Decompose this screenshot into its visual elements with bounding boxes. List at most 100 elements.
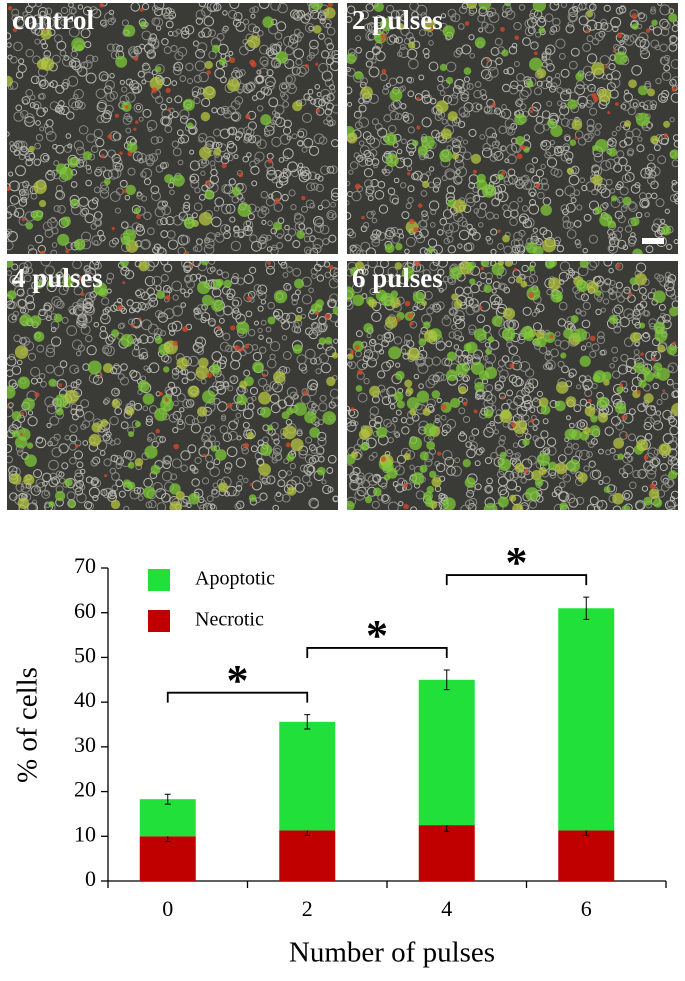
cell [390, 10, 400, 19]
cell [418, 74, 425, 81]
necrotic-cell [314, 310, 319, 315]
cell [29, 102, 36, 109]
cell [305, 199, 315, 209]
necrotic-cell [478, 305, 483, 310]
cell [371, 500, 380, 509]
necrotic-cell [440, 404, 447, 410]
cell [560, 117, 570, 127]
cell [464, 296, 474, 307]
cell [427, 238, 438, 248]
cell [200, 316, 207, 324]
cell [621, 101, 631, 111]
cell [377, 180, 386, 189]
apoptotic-cell [429, 470, 437, 479]
apoptotic-cell [125, 407, 135, 416]
cell [259, 56, 269, 66]
cell [315, 368, 322, 375]
cell [252, 6, 259, 13]
cell [395, 409, 402, 416]
cell [565, 202, 576, 213]
cell [167, 30, 174, 37]
cell [9, 180, 20, 192]
cell [111, 237, 119, 245]
cell [416, 4, 428, 16]
cell [620, 353, 629, 362]
cell [108, 239, 117, 248]
cell [666, 505, 676, 510]
cell [489, 174, 498, 183]
cell [219, 341, 230, 352]
cell [603, 4, 611, 12]
cell [92, 261, 100, 266]
apoptotic-cell [406, 347, 420, 361]
apoptotic-cell [577, 472, 588, 483]
cell [179, 75, 187, 82]
cell [309, 202, 316, 209]
apoptotic-cell [528, 265, 535, 272]
cell [673, 192, 678, 203]
cell [252, 26, 260, 34]
cell [661, 20, 671, 31]
cell [459, 5, 468, 14]
cell [189, 175, 196, 182]
cell [91, 8, 102, 19]
cell [251, 180, 258, 187]
cell [417, 220, 428, 230]
cell [147, 432, 156, 441]
cell [298, 449, 308, 459]
cell [43, 490, 50, 496]
significance-mark: * [227, 656, 249, 705]
apoptotic-cell [643, 496, 653, 506]
cell [303, 464, 315, 475]
cell [470, 283, 480, 294]
apoptotic-cell [591, 61, 605, 76]
cell [267, 166, 276, 175]
cell [503, 68, 509, 75]
cell [308, 46, 319, 57]
cell [371, 235, 381, 244]
cell [229, 375, 236, 382]
apoptotic-cell [592, 374, 601, 383]
cell [100, 312, 109, 321]
cell [247, 328, 256, 337]
apoptotic-cell [40, 28, 52, 40]
cell [137, 301, 147, 311]
cell [259, 234, 269, 243]
cell [555, 188, 564, 197]
cell [95, 88, 106, 99]
cell [11, 315, 17, 321]
apoptotic-cell [11, 430, 20, 438]
apoptotic-cell [451, 152, 459, 160]
cell [661, 71, 672, 82]
cell [672, 390, 678, 398]
cell [281, 83, 288, 90]
apoptotic-cell [584, 405, 596, 417]
cell [233, 67, 240, 74]
necrotic-cell [221, 163, 227, 169]
apoptotic-cell [360, 86, 373, 99]
cell [459, 315, 465, 322]
cell [48, 477, 59, 488]
necrotic-cell [133, 127, 137, 131]
necrotic-cell [429, 26, 434, 31]
bar-segment [139, 836, 196, 881]
cell [469, 53, 476, 59]
necrotic-cell [380, 33, 387, 40]
cell [431, 302, 440, 311]
cell [541, 141, 548, 147]
cell [317, 437, 327, 447]
cell [235, 131, 243, 139]
cell [309, 499, 320, 509]
necrotic-cell [155, 428, 161, 434]
cell [650, 39, 660, 49]
necrotic-cell [267, 158, 273, 164]
cell [618, 467, 626, 475]
cell [669, 425, 678, 436]
cell [301, 146, 308, 153]
cell [230, 276, 239, 285]
cell [511, 249, 517, 254]
cell [347, 417, 353, 428]
cell [169, 189, 175, 196]
necrotic-cell [404, 300, 411, 307]
cell [49, 415, 60, 426]
